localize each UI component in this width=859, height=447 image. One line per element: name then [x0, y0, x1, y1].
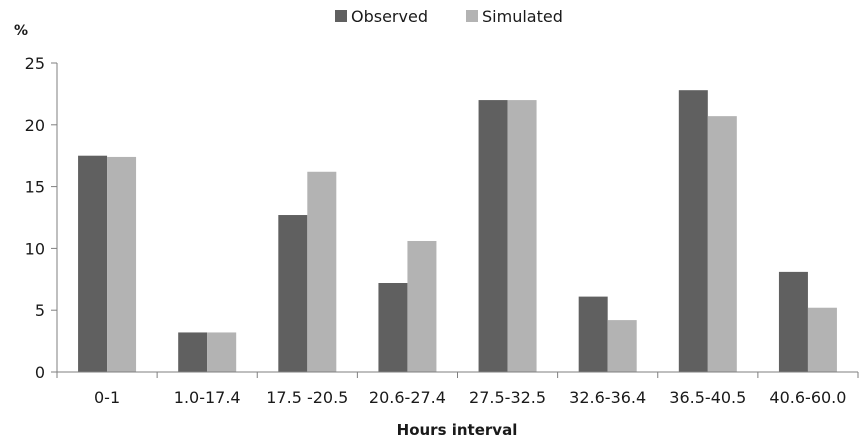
bar-observed-6 [678, 90, 708, 372]
bar-observed-3 [378, 283, 408, 372]
bar-simulated-0 [107, 156, 137, 372]
x-tick-label: 1.0-17.4 [174, 388, 241, 407]
bar-simulated-3 [407, 240, 437, 372]
y-tick-label: 15 [25, 178, 45, 197]
x-tick-label: 20.6-27.4 [369, 388, 446, 407]
bar-simulated-1 [207, 332, 237, 372]
bar-simulated-5 [607, 320, 637, 372]
bar-simulated-4 [507, 100, 537, 372]
plot-area: 0 5 10 15 20 25 0-1 1.0-17.4 17.5 -20.5 20.6-27.4… [25, 54, 859, 407]
legend: Observed Simulated [335, 7, 563, 26]
y-tick-label: 0 [35, 363, 45, 382]
x-tick-label: 36.5-40.5 [669, 388, 746, 407]
x-tick-label: 0-1 [94, 388, 120, 407]
y-tick-label: 5 [35, 301, 45, 320]
x-tick-label: 27.5-32.5 [469, 388, 546, 407]
bar-observed-5 [578, 296, 608, 372]
bar-observed-4 [478, 100, 508, 372]
x-tick-label: 32.6-36.4 [569, 388, 646, 407]
bar-simulated-2 [307, 171, 337, 372]
y-tick-label: 25 [25, 54, 45, 73]
legend-swatch-simulated [466, 10, 478, 22]
bar-observed-0 [78, 155, 108, 372]
bar-simulated-7 [807, 307, 837, 372]
y-axis-unit-label: % [14, 23, 28, 39]
x-axis-title: Hours interval [397, 421, 518, 439]
legend-label-simulated: Simulated [482, 7, 563, 26]
y-tick-label: 20 [25, 116, 45, 135]
legend-label-observed: Observed [351, 7, 428, 26]
bar-observed-2 [278, 215, 308, 372]
x-tick-label: 17.5 -20.5 [266, 388, 348, 407]
x-tick-label: 40.6-60.0 [769, 388, 846, 407]
bar-observed-7 [778, 271, 808, 372]
bar-observed-1 [178, 332, 208, 372]
y-tick-label: 10 [25, 239, 45, 258]
legend-swatch-observed [335, 10, 347, 22]
bar-simulated-6 [707, 116, 737, 372]
